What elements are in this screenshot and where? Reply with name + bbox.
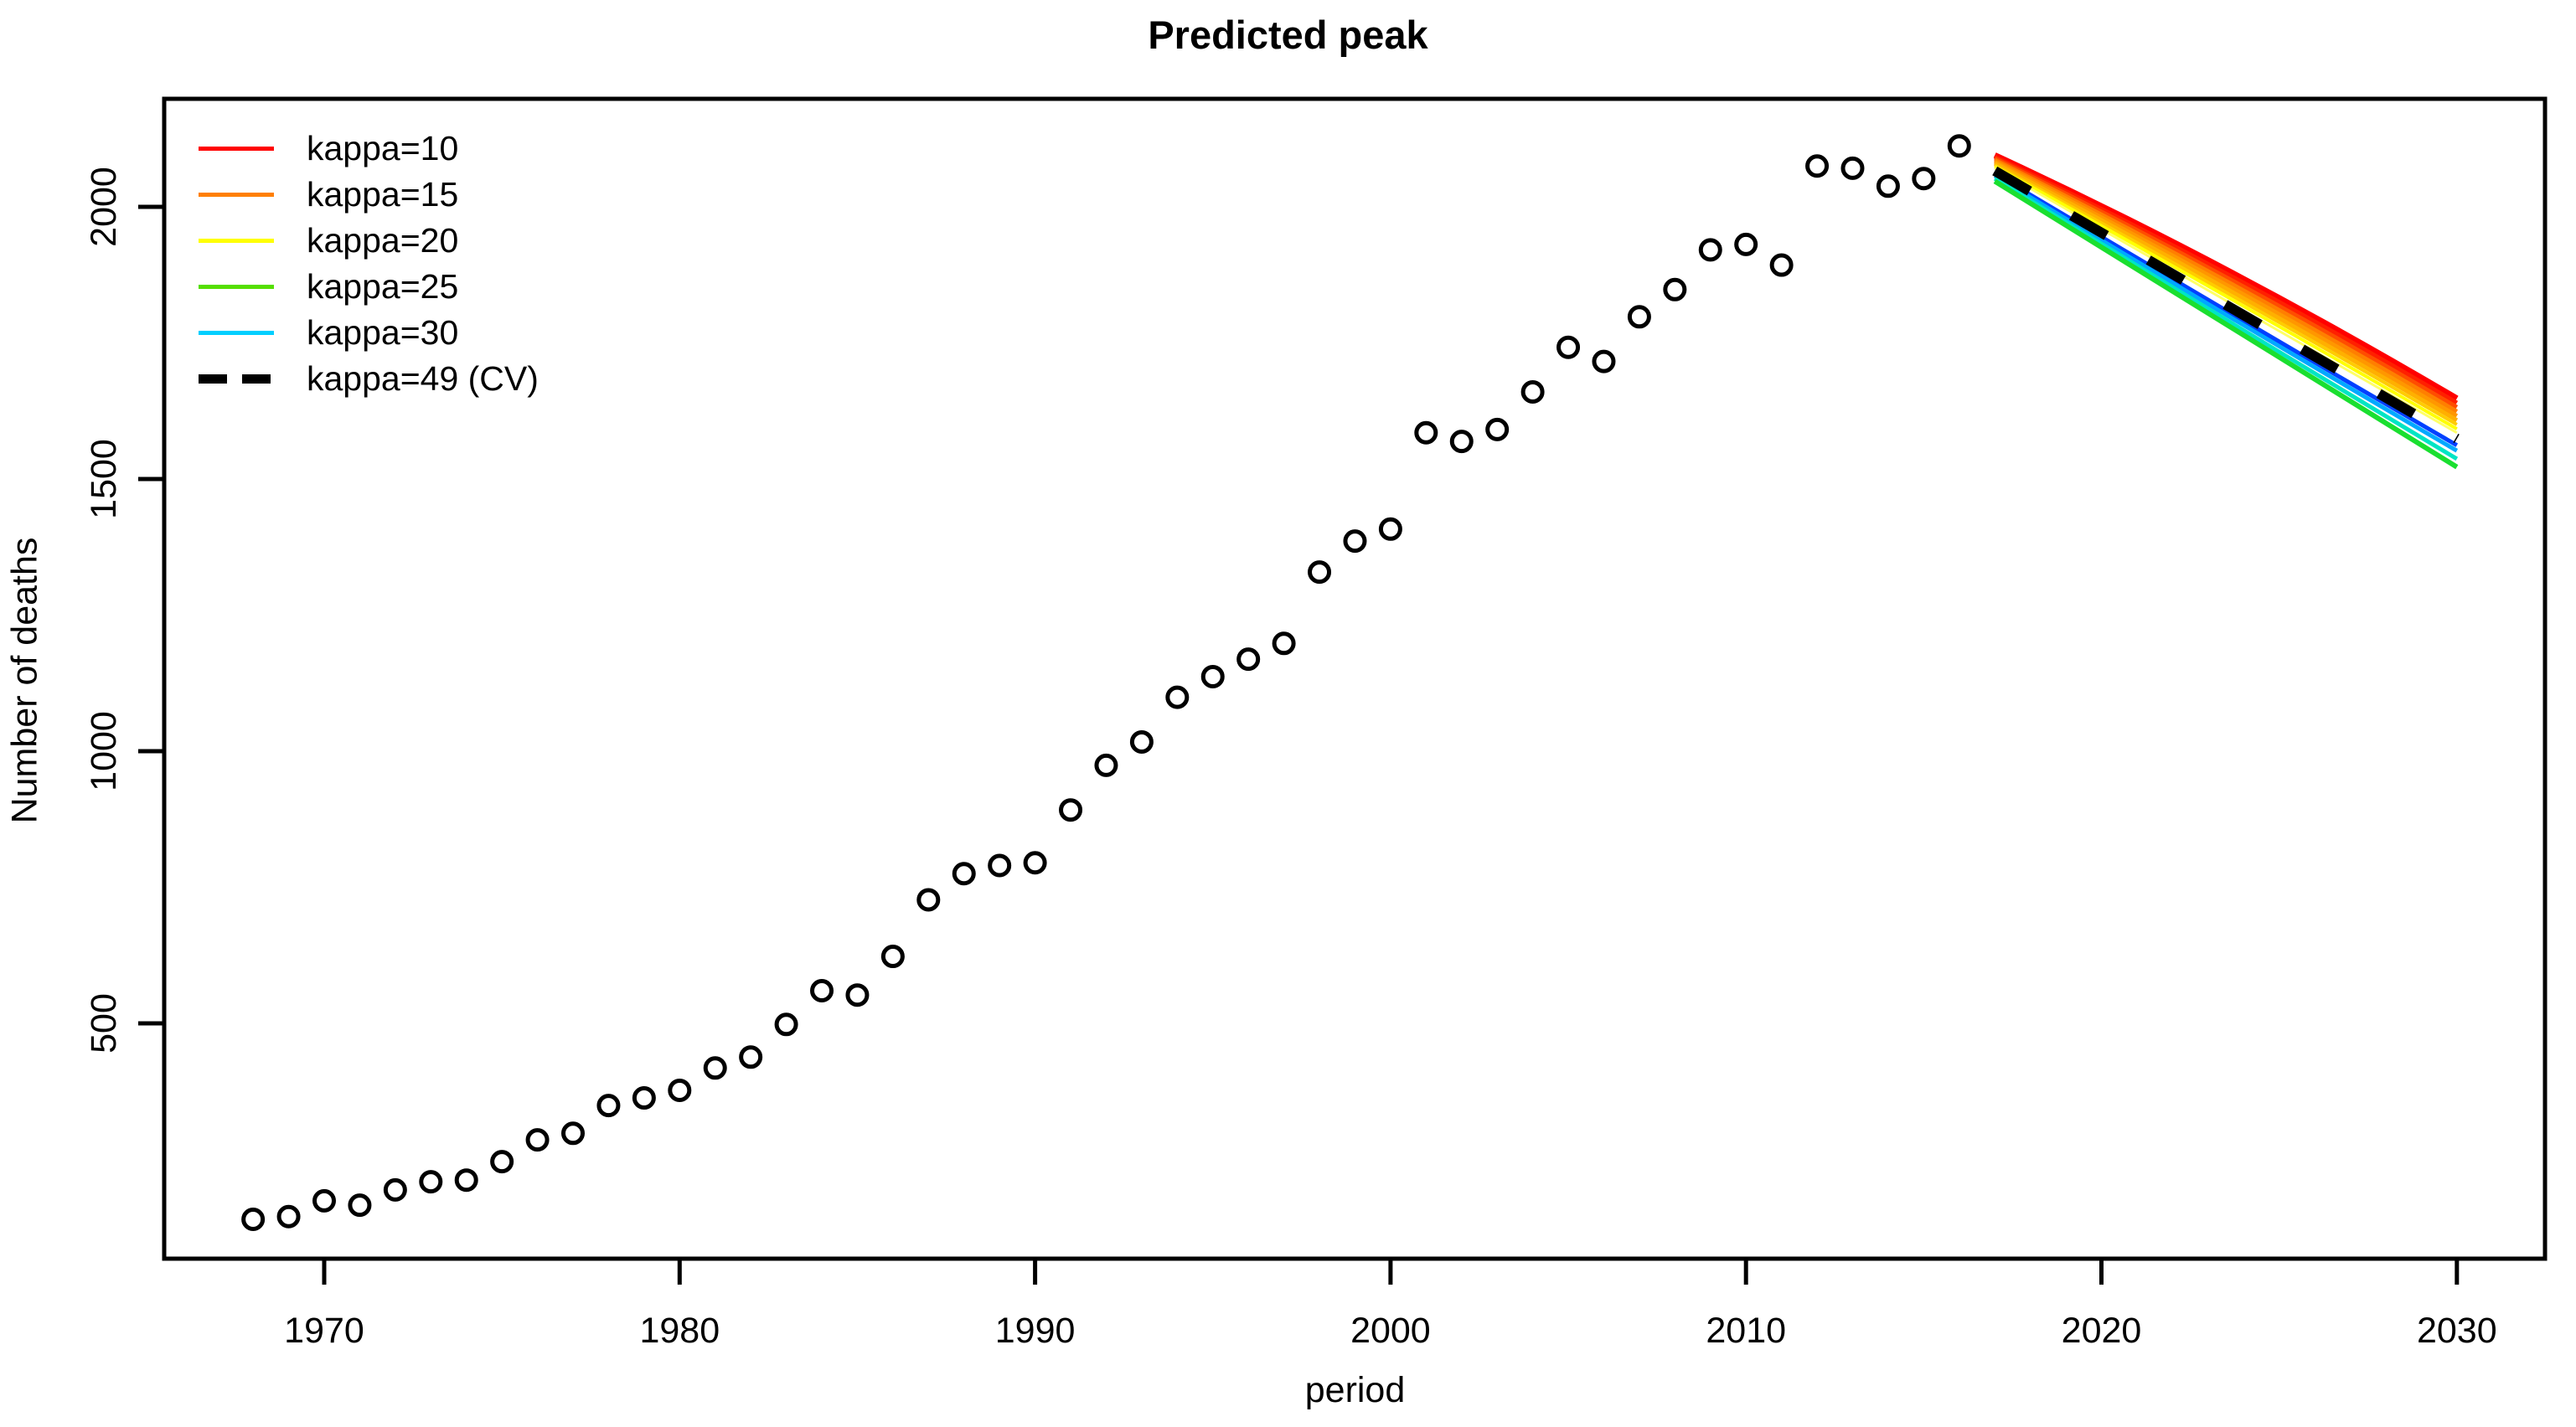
data-point <box>1769 253 1794 277</box>
y-tick-label: 1000 <box>84 711 124 791</box>
x-axis-label: period <box>1304 1370 1406 1410</box>
legend-row: kappa=30 <box>199 310 539 356</box>
data-point <box>916 888 941 912</box>
data-point <box>1449 430 1474 454</box>
data-point <box>632 1086 656 1110</box>
legend-line-swatch <box>199 285 274 289</box>
data-point <box>1698 238 1722 262</box>
data-point <box>988 853 1012 878</box>
data-point <box>1734 232 1758 256</box>
legend-label: kappa=30 <box>307 313 459 352</box>
data-point <box>1912 167 1936 191</box>
legend-row: kappa=49 (CV) <box>199 356 539 402</box>
data-point <box>525 1128 550 1152</box>
legend-line-swatch <box>199 193 274 197</box>
x-tick-label: 1980 <box>639 1311 720 1351</box>
x-tick-label: 2010 <box>1706 1311 1786 1351</box>
data-point <box>241 1208 266 1231</box>
y-tick-label: 1500 <box>84 439 124 519</box>
legend-label: kappa=15 <box>307 175 459 214</box>
data-point <box>1165 685 1190 709</box>
legend-row: kappa=25 <box>199 264 539 310</box>
data-point <box>1485 417 1510 441</box>
data-point <box>312 1188 336 1213</box>
data-point <box>703 1056 727 1080</box>
data-point <box>490 1150 514 1174</box>
data-point <box>1663 277 1687 301</box>
data-point <box>1947 134 1971 158</box>
data-point <box>1520 380 1545 404</box>
x-tick-label: 2020 <box>2062 1311 2142 1351</box>
data-point <box>1129 729 1154 754</box>
forecast-curve <box>1994 159 2459 418</box>
data-point <box>1094 753 1118 777</box>
forecast-curve <box>1993 173 2459 453</box>
forecast-curve <box>1994 165 2458 430</box>
data-point <box>276 1204 301 1229</box>
forecast-curve <box>1992 166 2460 444</box>
data-point <box>419 1170 443 1194</box>
data-point <box>845 983 870 1007</box>
data-point <box>1378 517 1402 541</box>
data-point <box>952 862 976 886</box>
data-point <box>1023 851 1047 875</box>
y-axis-label: Number of deaths <box>4 537 45 824</box>
legend: kappa=10 kappa=15 kappa=20 kappa=25 kappa=30… <box>199 126 539 402</box>
data-point <box>1627 305 1651 329</box>
data-point <box>1414 420 1438 445</box>
x-tick-label: 2030 <box>2417 1311 2497 1351</box>
legend-row: kappa=15 <box>199 172 539 218</box>
data-point <box>1343 529 1367 554</box>
data-point <box>1308 560 1332 585</box>
data-point <box>1805 154 1830 178</box>
data-point <box>1876 174 1900 198</box>
data-point <box>383 1177 407 1202</box>
data-point <box>1592 349 1616 373</box>
legend-label: kappa=49 (CV) <box>307 359 539 398</box>
data-point <box>810 979 834 1002</box>
forecast-curve <box>1994 154 2459 405</box>
forecast-curve <box>1994 161 2459 422</box>
x-tick-label: 1990 <box>995 1311 1076 1351</box>
legend-label: kappa=10 <box>307 129 459 167</box>
y-tick-label: 500 <box>84 993 124 1054</box>
legend-line-swatch <box>199 374 274 384</box>
chart-title: Predicted peak <box>1148 13 1428 57</box>
data-point <box>561 1121 586 1146</box>
data-point <box>1556 335 1581 359</box>
data-point <box>1236 647 1261 672</box>
data-point <box>348 1193 372 1218</box>
forecast-curve <box>1994 156 2459 410</box>
data-point <box>774 1012 798 1037</box>
plot-border <box>162 96 2548 1261</box>
legend-row: kappa=20 <box>199 218 539 264</box>
data-point <box>596 1094 621 1118</box>
legend-row: kappa=10 <box>199 126 539 172</box>
data-point <box>1200 664 1225 688</box>
legend-line-swatch <box>199 239 274 243</box>
data-point <box>880 945 905 969</box>
forecast-curve <box>1993 177 2459 461</box>
data-point <box>1840 156 1865 180</box>
data-point <box>1272 631 1296 656</box>
x-tick-label: 1970 <box>284 1311 364 1351</box>
forecast-curve <box>1993 178 2459 470</box>
legend-line-swatch <box>199 331 274 335</box>
data-point <box>454 1168 478 1193</box>
y-tick-label: 2000 <box>84 167 124 247</box>
x-tick-label: 2000 <box>1350 1311 1431 1351</box>
data-point <box>1059 798 1083 822</box>
forecast-curve <box>1994 163 2458 426</box>
forecast-curve <box>1994 157 2459 414</box>
data-point <box>739 1045 763 1069</box>
legend-label: kappa=25 <box>307 267 459 306</box>
legend-line-swatch <box>199 147 274 151</box>
data-point <box>668 1078 692 1102</box>
forecast-curve <box>1993 152 2459 401</box>
legend-label: kappa=20 <box>307 221 459 260</box>
